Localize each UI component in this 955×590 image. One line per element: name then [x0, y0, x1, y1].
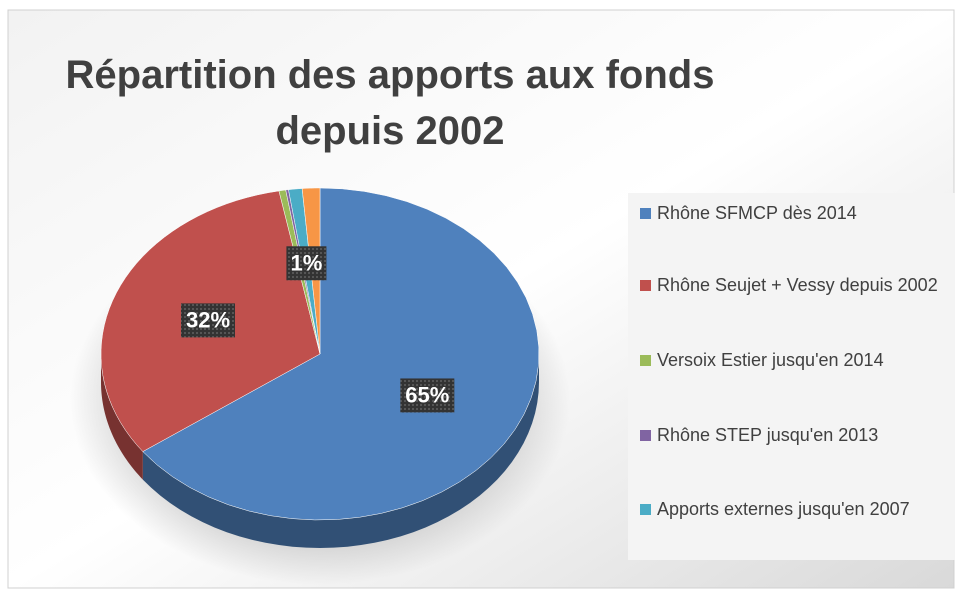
pie-side: [142, 354, 540, 548]
data-label: 65%: [405, 382, 449, 407]
legend-entry: Apports externes jusqu'en 2007: [640, 496, 940, 523]
legend-panel: [628, 193, 955, 560]
legend-swatch: [640, 355, 651, 366]
pie-slice: [142, 187, 540, 521]
legend-label: Versoix Estier jusqu'en 2014: [657, 350, 884, 370]
legend-entry: Rhône STEP jusqu'en 2013: [640, 422, 940, 449]
legend-swatch: [640, 280, 651, 291]
data-label-box: [286, 246, 327, 281]
legend-swatch: [640, 430, 651, 441]
legend-label: Rhône Seujet + Vessy depuis 2002: [657, 275, 938, 295]
legend-entry: Rhône Seujet + Vessy depuis 2002: [640, 272, 940, 299]
data-label-box: [181, 303, 236, 338]
legend-entry: Rhône SFMCP dès 2014: [640, 200, 940, 227]
legend-label: Rhône STEP jusqu'en 2013: [657, 425, 879, 445]
data-label: 1%: [291, 250, 323, 275]
legend-swatch: [640, 504, 651, 515]
legend-label: Apports externes jusqu'en 2007: [657, 499, 910, 519]
pie-side: [101, 354, 143, 480]
chart-title: Répartition des apports aux fonds depuis …: [66, 53, 715, 153]
legend-entry: Versoix Estier jusqu'en 2014: [640, 347, 940, 374]
data-label-box: [400, 378, 455, 413]
legend-swatch: [640, 208, 651, 219]
legend-label: Rhône SFMCP dès 2014: [657, 203, 857, 223]
data-label: 32%: [186, 307, 230, 332]
